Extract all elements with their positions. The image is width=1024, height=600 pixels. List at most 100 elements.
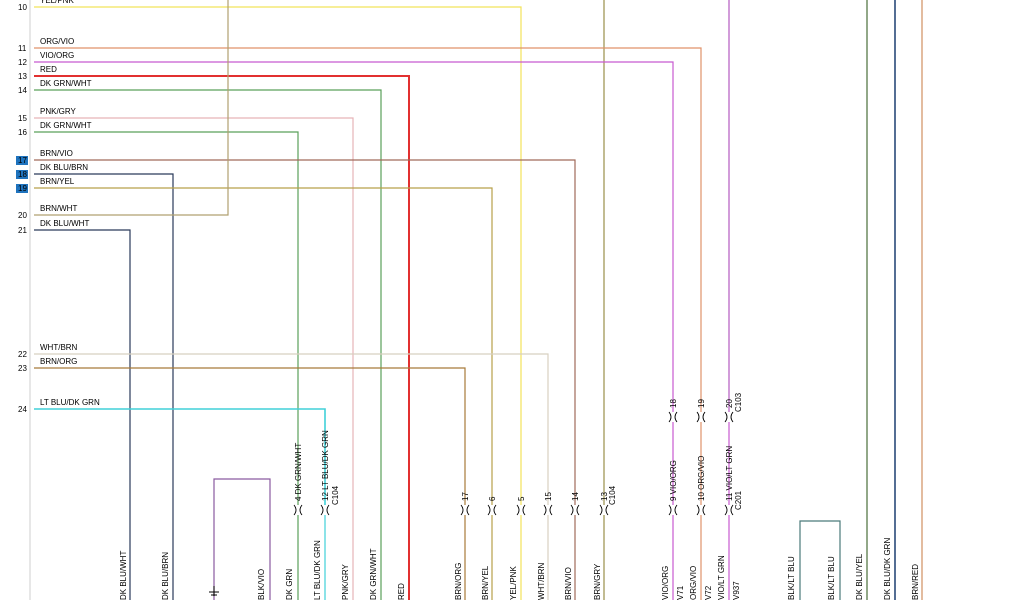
pin-highlight [16,184,28,193]
connector-pin-label: 15 [544,492,553,501]
wire-22 [34,353,549,505]
connector-group: 4 DK GRN/WHT 12 LT BLU/DK GRN 17 6 5 15 14 13C1… [293,392,743,516]
wire-24 [34,408,326,505]
connector-terminal [730,411,734,423]
wire-label: BRN/VIO [40,149,73,158]
wire-10 [34,6,522,505]
bottom-wire-label: DK GRN [285,569,294,600]
bottom-wire-label: BRN/YEL [481,565,490,600]
connector-terminal [674,411,678,423]
bottom-wire-label: BRN/VIO [564,567,573,600]
pin-number: 22 [18,350,27,359]
connector-terminal [549,504,553,516]
ground-icon [209,586,219,596]
wire-label: ORG/VIO [40,37,74,46]
wire-11 [34,47,702,412]
connector-terminal [668,411,672,423]
bottom-wire-label: VIO/ORG [661,566,670,600]
pin-number: 14 [18,86,27,95]
bottom-wire-label: PNK/GRY [341,563,350,600]
wire-blk-ltblu [799,520,841,600]
pin-number: 15 [18,114,27,123]
connector-terminal [724,411,728,423]
wire-label: DK GRN/WHT [40,121,92,130]
bottom-wire-label: V937 [732,581,741,600]
bottom-wire-label: VIO/LT GRN [717,555,726,600]
connector-terminal [460,504,464,516]
wire-16 [34,131,299,505]
bottom-wire-label: LT BLU/DK GRN [313,540,322,600]
wire-label: BRN/WHT [40,204,77,213]
connector-pin-label: 12 LT BLU/DK GRN [321,430,330,501]
connector-terminal [674,504,678,516]
connector-pin-label: 20 [725,399,734,408]
wire-20 [34,0,229,216]
pin-number: 13 [18,72,27,81]
pin-number-group: 10 11 12 13 14 15 16 17 18 19 20 21 22 23 24 [16,3,28,414]
bottom-wire-label: V71 [676,585,685,600]
connector-terminal [702,504,706,516]
connector-terminal [724,504,728,516]
wire-12 [34,61,674,412]
wire-label: DK GRN/WHT [40,79,92,88]
connector-pin-label: 9 VIO/ORG [669,460,678,501]
wire-label: YEL/PNK [40,0,74,5]
pin-number: 18 [18,170,27,179]
connector-terminal [466,504,470,516]
bottom-wire-label: BRN/ORG [454,563,463,600]
connector-terminal [293,504,297,516]
bottom-wire-label: BLK/LT BLU [787,556,796,600]
wire-label-group: YEL/PNK ORG/VIO VIO/ORG RED DK GRN/WHT PNK/GR… [40,0,100,407]
connector-terminal [522,504,526,516]
connector-terminal [668,504,672,516]
connector-terminal [487,504,491,516]
connector-terminal [493,504,497,516]
connector-terminal [299,504,303,516]
bottom-wire-label: V72 [704,585,713,600]
connector-terminal [599,504,603,516]
connector-pin-label: 14 [571,492,580,501]
wire-13 [34,75,410,600]
bottom-wire-label: BRN/RED [911,564,920,600]
bottom-wire-label: YEL/PNK [509,566,518,600]
connector-pin-label: 4 DK GRN/WHT [294,443,303,501]
wire-group [34,0,730,600]
bottom-wire-label: ORG/VIO [689,566,698,600]
connector-pin-label: 18 [669,399,678,408]
wire-23 [34,367,466,505]
connector-name: C104 [608,485,617,505]
connector-pin-label: 19 [697,399,706,408]
pin-number: 20 [18,211,27,220]
bottom-wire-label: BLK/VIO [257,569,266,600]
bottom-wire-label: DK BLU/DK GRN [883,538,892,600]
connector-terminal [570,504,574,516]
wire-15 [34,117,354,600]
connector-terminal [605,504,609,516]
wire-label: PNK/GRY [40,107,77,116]
pin-number: 16 [18,128,27,137]
wire-label: WHT/BRN [40,343,78,352]
bottom-wire-label: BLK/LT BLU [827,556,836,600]
connector-pin-label: 17 [461,492,470,501]
wire-label: VIO/ORG [40,51,74,60]
pin-number: 21 [18,226,27,235]
pin-number: 11 [18,44,27,53]
pin-number: 24 [18,405,27,414]
pin-number: 17 [18,156,27,165]
connector-terminal [326,504,330,516]
connector-name: C201 [734,490,743,510]
bottom-label-group: DK BLU/WHT DK BLU/BRN BLK/VIO DK GRN LT BLU/… [119,538,920,600]
connector-terminal [516,504,520,516]
pin-highlight [16,156,28,165]
wire-17 [34,159,576,505]
connector-name: C104 [331,485,340,505]
bottom-wire-label: DK BLU/YEL [855,553,864,600]
connector-terminal [320,504,324,516]
connector-pin-label: 5 [517,496,526,501]
wire-label: DK BLU/WHT [40,219,89,228]
wire-19 [34,187,493,505]
wire-label: RED [40,65,57,74]
wire-label: DK BLU/BRN [40,163,88,172]
connector-terminal [730,504,734,516]
